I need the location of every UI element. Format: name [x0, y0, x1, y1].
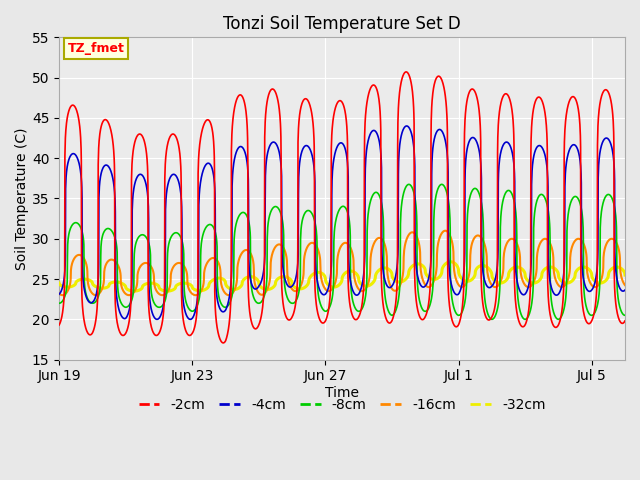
Title: Tonzi Soil Temperature Set D: Tonzi Soil Temperature Set D [223, 15, 461, 33]
Text: TZ_fmet: TZ_fmet [68, 42, 125, 55]
X-axis label: Time: Time [325, 386, 359, 400]
Legend: -2cm, -4cm, -8cm, -16cm, -32cm: -2cm, -4cm, -8cm, -16cm, -32cm [133, 392, 551, 417]
Y-axis label: Soil Temperature (C): Soil Temperature (C) [15, 127, 29, 270]
